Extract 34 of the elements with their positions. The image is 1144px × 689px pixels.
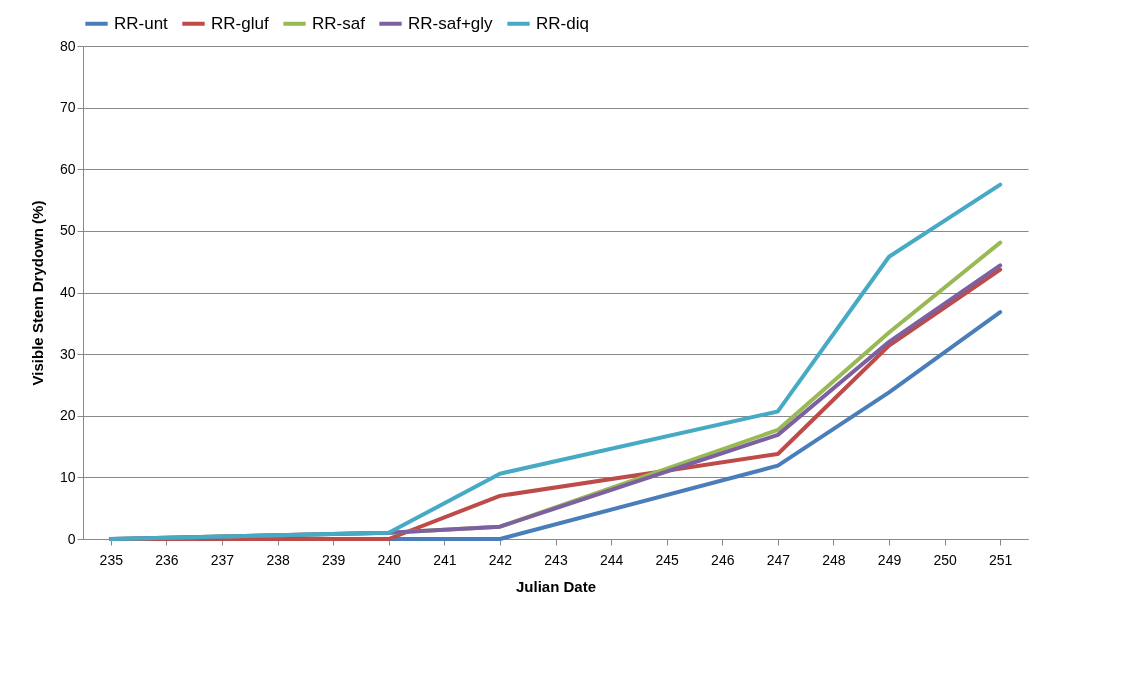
y-tick-label: 40 [59, 284, 76, 300]
x-tick-label: 242 [488, 551, 513, 568]
x-tick-label: 243 [544, 551, 568, 568]
x-tick-label: 248 [822, 551, 846, 568]
x-tick-label: 238 [266, 551, 290, 568]
x-tick-label: 236 [155, 551, 179, 568]
x-tick-label: 245 [655, 551, 680, 568]
y-tick-label: 20 [59, 407, 76, 424]
x-tick-label: 235 [99, 551, 124, 568]
x-tick-label: 241 [433, 551, 457, 568]
x-tick-label: 249 [877, 551, 902, 568]
legend-label: RR-unt [114, 13, 169, 33]
y-tick-label: 10 [59, 468, 76, 485]
x-tick-label: 250 [933, 551, 958, 568]
x-axis-title: Julian Date [515, 577, 597, 595]
legend-label: RR-gluf [211, 13, 269, 33]
y-tick-label: 60 [59, 160, 76, 177]
x-tick-label: 239 [321, 551, 346, 568]
legend-label: RR-saf [312, 13, 366, 33]
y-tick-label: 70 [59, 99, 76, 116]
x-tick-label: 251 [989, 551, 1013, 568]
x-tick-label: 246 [711, 551, 735, 568]
x-tick-label: 244 [599, 551, 624, 568]
y-tick-label: 0 [67, 530, 76, 547]
y-tick-label: 30 [59, 345, 76, 362]
x-tick-label: 247 [766, 551, 791, 568]
x-tick-label: 237 [210, 551, 235, 568]
y-tick-label: 80 [59, 37, 76, 54]
y-axis-title: Visible Stem Drydown (%) [28, 200, 46, 386]
legend-label: RR-saf+gly [408, 13, 494, 33]
y-tick-label: 50 [59, 222, 76, 239]
x-tick-label: 240 [377, 551, 402, 568]
line-series [108, 182, 1003, 541]
legend-label: RR-diq [536, 13, 589, 33]
